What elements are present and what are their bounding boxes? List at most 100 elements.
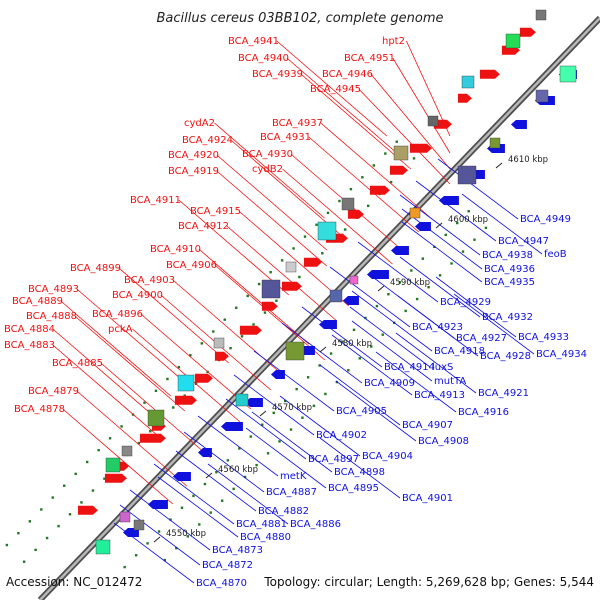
reverse-gene-label: BCA_4880	[240, 532, 291, 543]
feature-box	[535, 9, 547, 21]
reverse-gene-arrow	[390, 246, 409, 256]
leader-line	[320, 122, 432, 219]
feature-box	[329, 289, 343, 303]
leader-line	[392, 57, 451, 154]
leader-line	[461, 193, 543, 255]
leader-line	[282, 168, 393, 265]
leader-line	[52, 344, 164, 441]
leader-line	[214, 122, 325, 219]
leader-line	[74, 315, 186, 412]
reverse-gene-arrow	[270, 370, 285, 380]
backbone-center	[39, 17, 600, 600]
leader-line	[281, 322, 363, 384]
tick-mark	[57, 524, 60, 528]
tick-mark	[298, 275, 301, 279]
leader-line	[178, 199, 290, 296]
feature-box	[133, 519, 145, 531]
tick-mark	[238, 447, 241, 450]
reverse-gene-label: BCA_4921	[478, 388, 529, 399]
reverse-gene-label: BCA_4898	[334, 467, 385, 478]
forward-gene-label: BCA_4896	[92, 309, 143, 320]
leader-line	[76, 390, 188, 487]
reverse-gene-label: luxS	[432, 362, 453, 373]
reverse-gene-arrow	[147, 500, 168, 510]
leader-line	[214, 264, 326, 361]
tick-mark	[395, 140, 398, 143]
reverse-gene-label: mutTA	[434, 376, 466, 387]
tick-mark	[450, 262, 453, 265]
feature-box	[147, 409, 165, 427]
reverse-gene-arrow	[366, 270, 389, 280]
leader-line	[245, 427, 327, 489]
forward-gene-arrow	[347, 209, 364, 219]
tick-mark	[103, 477, 106, 480]
leader-line	[319, 364, 401, 426]
forward-gene-arrow	[104, 473, 127, 483]
reverse-gene-label: BCA_4932	[482, 312, 533, 323]
leader-line	[399, 256, 481, 318]
tick-mark	[318, 364, 321, 367]
forward-gene-label: cydB2	[252, 164, 283, 175]
leader-line	[351, 320, 433, 382]
tick-mark	[149, 430, 152, 433]
forward-gene-label: BCA_4941	[228, 36, 279, 47]
tick-mark	[467, 209, 470, 213]
tick-mark	[180, 506, 184, 509]
forward-gene-arrow	[303, 257, 322, 267]
feature-box	[457, 165, 477, 185]
scale-tick	[205, 472, 213, 479]
forward-gene-arrow	[433, 119, 452, 129]
tick-mark	[200, 342, 204, 345]
tick-mark	[252, 323, 255, 326]
tick-mark	[370, 345, 373, 348]
tick-mark	[189, 354, 192, 357]
feature-box	[409, 207, 421, 219]
leader-line	[401, 208, 483, 270]
leader-line	[276, 40, 388, 137]
forward-gene-label: pckA	[108, 324, 133, 335]
tick-mark	[186, 535, 189, 538]
tick-mark	[292, 247, 295, 250]
tick-mark	[169, 518, 172, 521]
tick-mark	[321, 252, 324, 255]
tick-mark	[45, 536, 49, 540]
forward-gene-label: BCA_4940	[238, 53, 289, 64]
forward-gene-arrow	[409, 143, 432, 153]
tick-mark	[278, 440, 281, 443]
tick-mark	[172, 406, 175, 409]
reverse-gene-label: BCA_4947	[498, 236, 549, 247]
tick-mark	[198, 523, 201, 526]
tick-mark	[240, 335, 244, 338]
tick-mark	[209, 511, 212, 514]
forward-gene-arrow	[214, 351, 229, 361]
leader-line	[375, 351, 457, 413]
leader-line	[319, 437, 401, 499]
tick-mark	[154, 389, 158, 393]
forward-gene-arrow	[77, 505, 98, 515]
forward-gene-label: BCA_4883	[4, 340, 55, 351]
tick-mark	[364, 316, 367, 320]
reverse-gene-label: BCA_4936	[484, 264, 535, 275]
tick-mark	[473, 238, 476, 241]
feature-box	[427, 115, 439, 127]
genome-summary: Topology: circular; Length: 5,269,628 bp…	[263, 575, 594, 589]
reverse-gene-label: BCA_4935	[484, 277, 535, 288]
reverse-gene-label: BCA_4881	[236, 519, 287, 530]
reverse-gene-label: BCA_4882	[258, 506, 309, 517]
tick-mark	[263, 311, 267, 314]
feature-box	[213, 337, 225, 349]
forward-gene-label: BCA_4931	[260, 132, 311, 143]
forward-gene-label: BCA_4937	[272, 118, 323, 129]
scale-tick	[319, 346, 327, 353]
scale-tick	[377, 285, 385, 292]
leader-line	[308, 136, 420, 233]
tick-mark	[415, 297, 419, 301]
tick-mark	[269, 270, 272, 274]
tick-mark	[272, 411, 275, 415]
leader-line	[230, 139, 342, 236]
forward-gene-arrow	[479, 69, 500, 79]
tick-mark	[80, 501, 83, 504]
tick-mark	[223, 318, 226, 321]
tick-mark	[329, 352, 333, 355]
scale-label: 4610 kbp	[508, 155, 548, 165]
